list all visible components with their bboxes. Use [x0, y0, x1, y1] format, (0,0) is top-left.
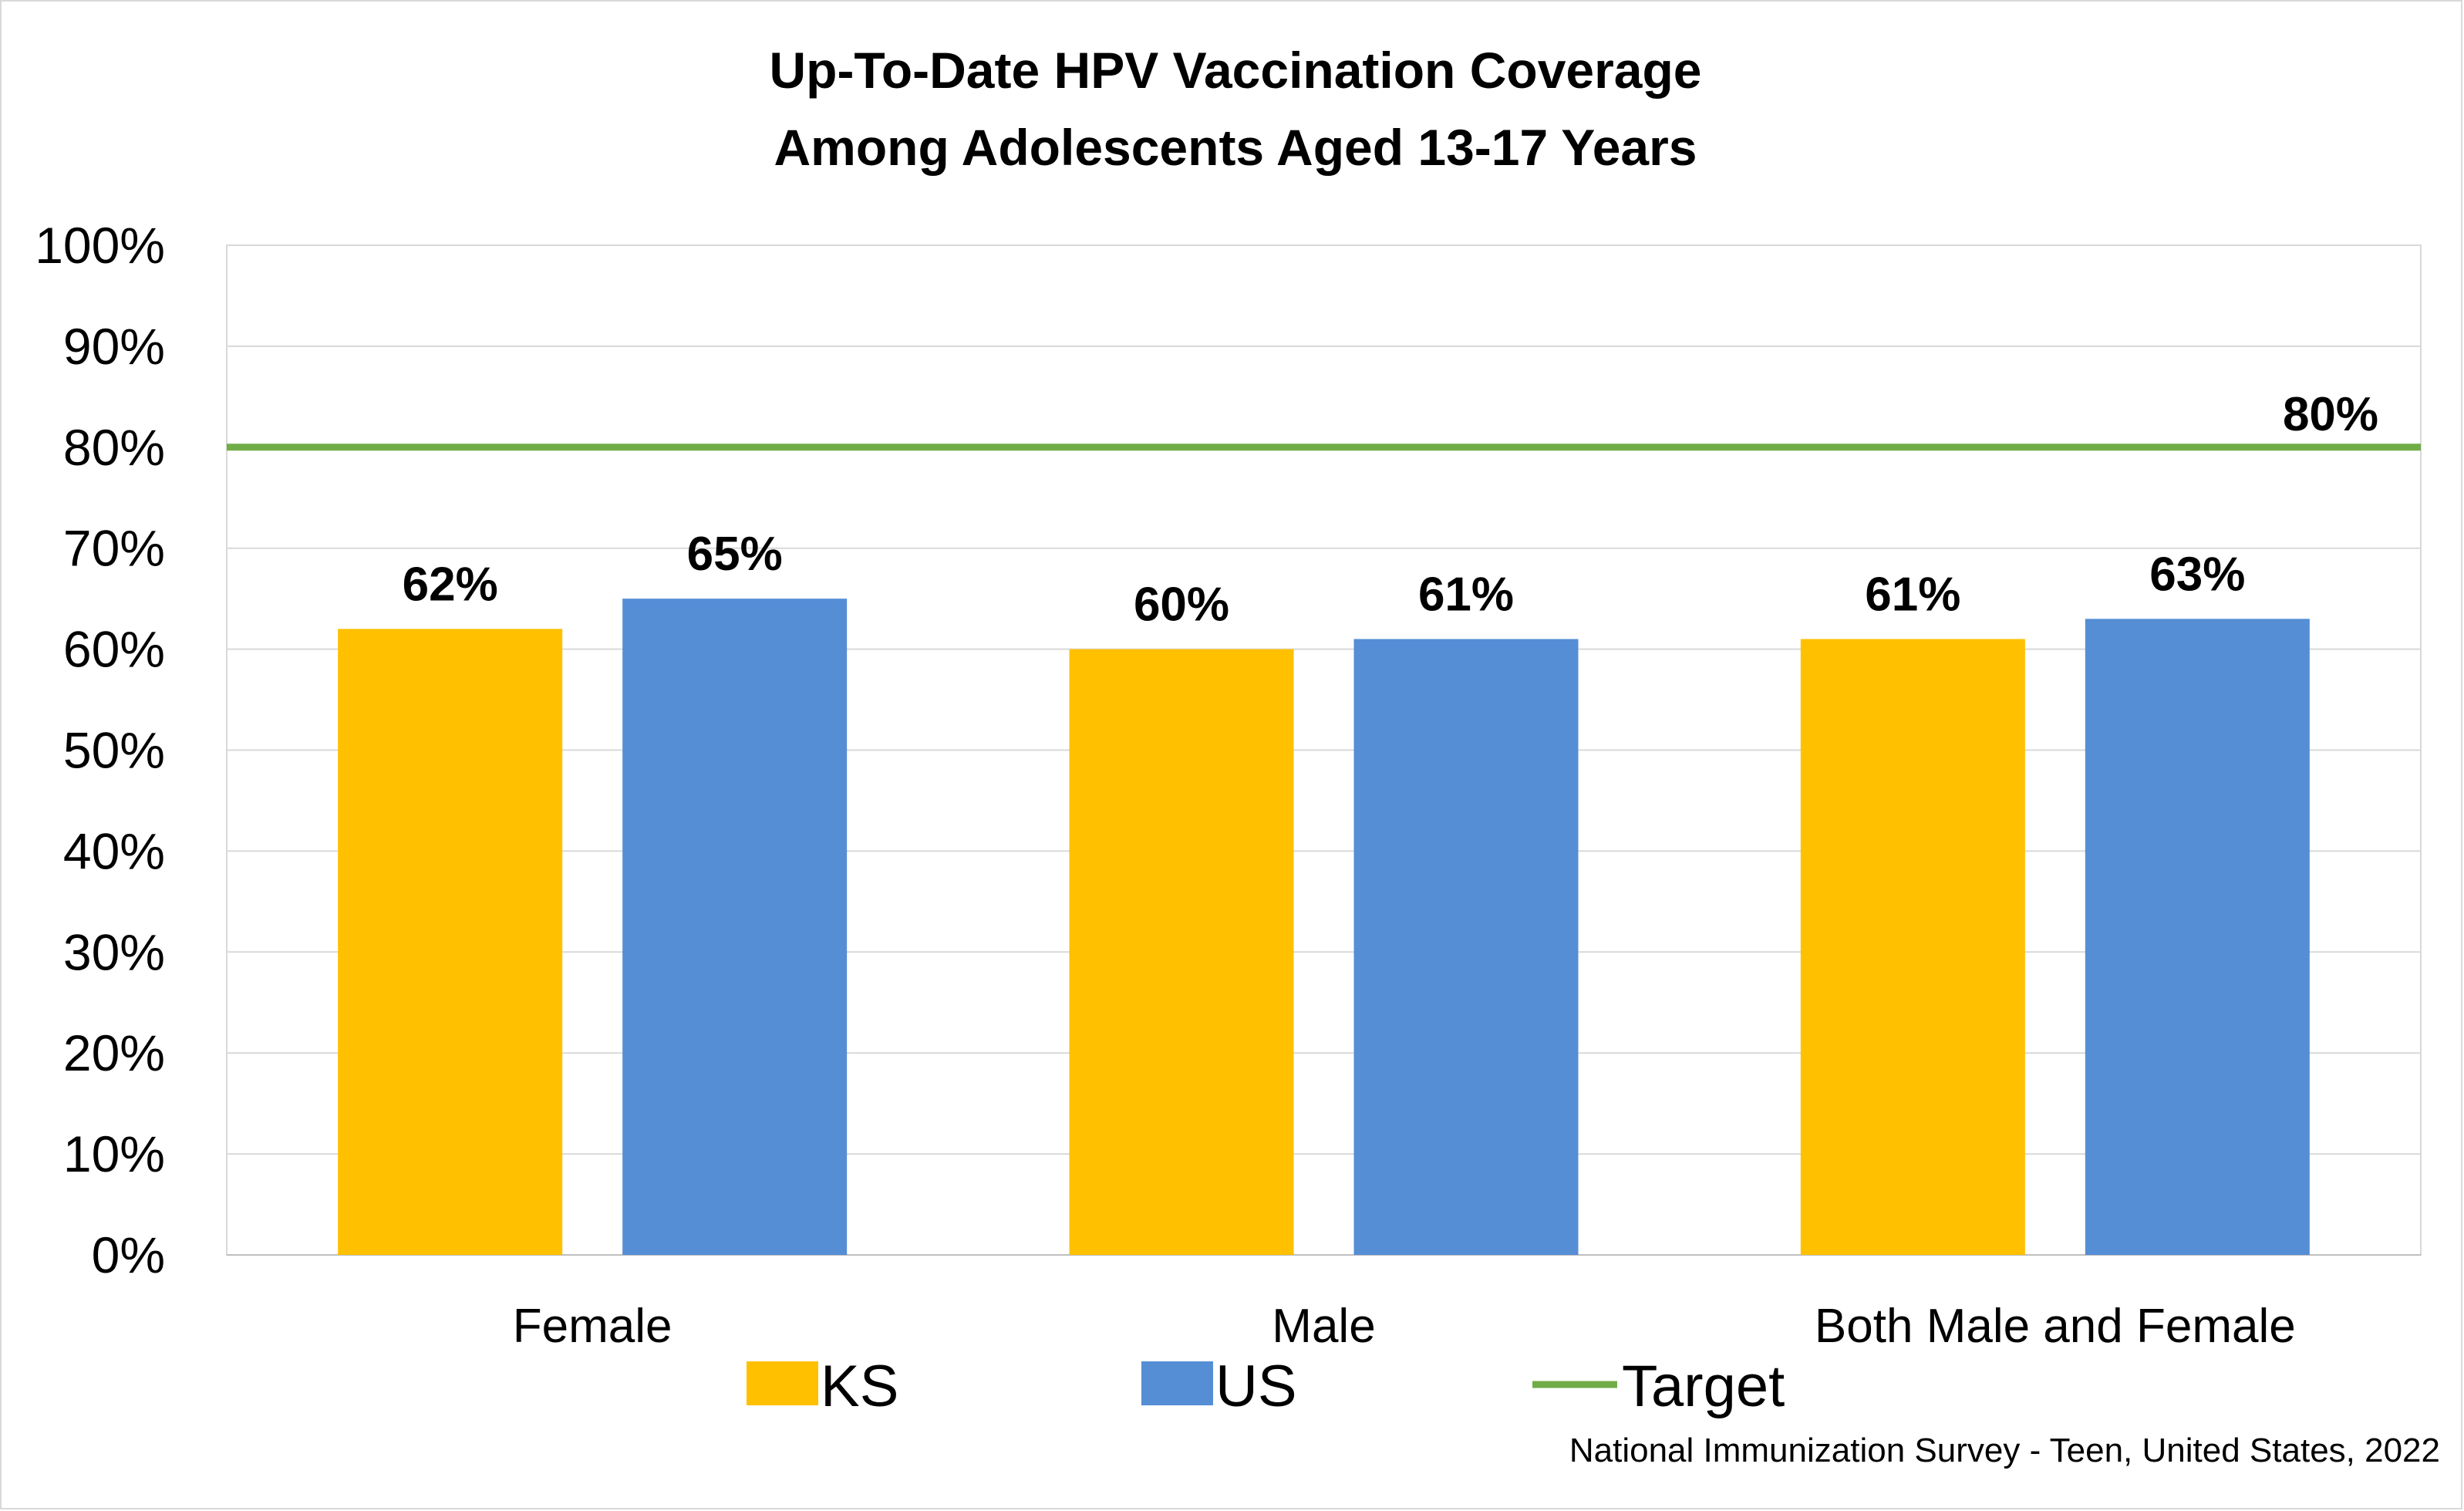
- category-label: Female: [513, 1300, 672, 1353]
- data-label: 61%: [1418, 568, 1514, 622]
- x-axis-categories: Female Male Both Male and Female: [513, 1300, 2296, 1353]
- source-note: National Immunization Survey - Teen, Uni…: [1569, 1432, 2440, 1469]
- bars: [338, 599, 2310, 1255]
- data-labels: 62% 65% 60% 61% 61% 63%: [403, 528, 2246, 631]
- legend-ks-label: KS: [821, 1354, 898, 1419]
- chart-title: Up-To-Date HPV Vaccination Coverage Amon…: [769, 42, 1701, 176]
- y-tick-label: 70%: [63, 520, 165, 577]
- data-label: 62%: [403, 558, 498, 611]
- legend-us-label: US: [1215, 1354, 1297, 1419]
- y-tick-label: 90%: [63, 318, 165, 375]
- bar-us-male: [1353, 639, 1579, 1255]
- target-value-label: 80%: [2283, 388, 2378, 441]
- title-line-2: Among Adolescents Aged 13-17 Years: [774, 119, 1697, 176]
- legend-us-swatch: [1141, 1361, 1213, 1405]
- data-label: 60%: [1134, 578, 1229, 632]
- data-label: 63%: [2149, 548, 2245, 601]
- y-tick-label: 80%: [63, 419, 165, 476]
- bar-ks-female: [338, 629, 563, 1255]
- bar-ks-both-male-and-female: [1800, 639, 2025, 1255]
- y-tick-label: 30%: [63, 923, 165, 980]
- y-tick-label: 10%: [63, 1125, 165, 1182]
- bar-us-both-male-and-female: [2085, 619, 2310, 1255]
- legend: KS US Target: [747, 1354, 1785, 1419]
- bar-ks-male: [1069, 649, 1294, 1255]
- y-tick-label: 50%: [63, 722, 165, 779]
- category-label: Both Male and Female: [1815, 1300, 2296, 1353]
- y-tick-label: 60%: [63, 621, 165, 678]
- y-tick-label: 100%: [35, 217, 165, 274]
- legend-target-label: Target: [1622, 1354, 1785, 1419]
- data-label: 65%: [687, 528, 783, 581]
- y-tick-label: 0%: [92, 1226, 165, 1283]
- target-line-group: 80%: [227, 388, 2421, 451]
- legend-ks-swatch: [747, 1361, 818, 1405]
- y-tick-label: 40%: [63, 822, 165, 879]
- title-line-1: Up-To-Date HPV Vaccination Coverage: [769, 42, 1701, 99]
- category-label: Male: [1272, 1300, 1375, 1353]
- bar-us-female: [622, 599, 848, 1255]
- data-label: 61%: [1865, 568, 1960, 622]
- y-tick-label: 20%: [63, 1024, 165, 1081]
- y-axis-ticks: 0% 10% 20% 30% 40% 50% 60% 70% 80% 90% 100%: [35, 217, 165, 1283]
